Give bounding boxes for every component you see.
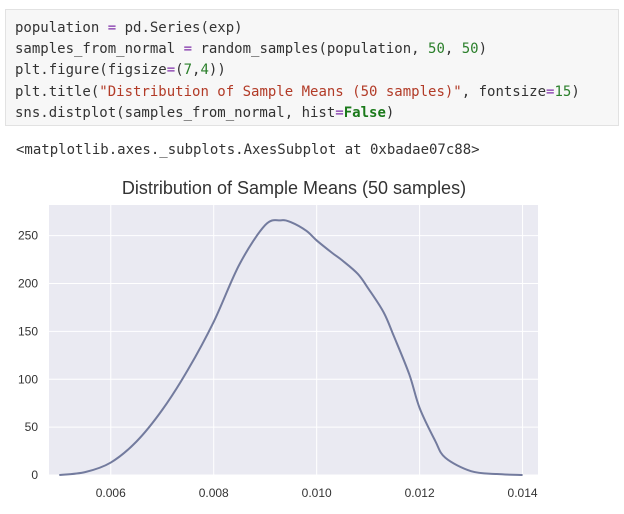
code-line: population = pd.Series(exp) <box>15 18 580 39</box>
y-tick-label: 50 <box>25 420 39 434</box>
code-line: samples_from_normal = random_samples(pop… <box>15 39 580 60</box>
gridlines <box>49 205 538 476</box>
cell-output: <matplotlib.axes._subplots.AxesSubplot a… <box>16 142 480 158</box>
code-token: = <box>546 83 555 100</box>
x-tick-label: 0.010 <box>302 486 332 500</box>
code-line: sns.distplot(samples_from_normal, hist=F… <box>15 103 580 124</box>
code-token: random_samples(population, <box>192 41 429 58</box>
code-token: )) <box>208 62 226 79</box>
code-token: , fontsize <box>461 83 547 100</box>
code-token: = <box>166 62 176 79</box>
code-token: sns.distplot(samples_from_normal, hist <box>15 104 336 121</box>
chart-title: Distribution of Sample Means (50 samples… <box>122 178 466 198</box>
distplot-chart: 0.006 0.008 0.010 0.012 0.014 0 50 100 150 200 250… <box>18 178 538 500</box>
code-token: 7 <box>183 62 193 79</box>
code-token: plt.figure(figsize <box>15 62 167 79</box>
y-tick-label: 100 <box>18 372 38 386</box>
code-token: ( <box>175 62 184 79</box>
code-token: = <box>335 104 344 121</box>
code-token: False <box>343 104 386 121</box>
y-tick-label: 0 <box>31 468 38 482</box>
code-cell[interactable]: population = pd.Series(exp) samples_from_… <box>5 9 619 126</box>
x-tick-label: 0.008 <box>199 486 229 500</box>
code-token: = <box>107 20 117 36</box>
code-line: plt.figure(figsize=(7,4)) <box>15 60 580 81</box>
x-tick-label: 0.014 <box>508 486 538 500</box>
code-token: ) <box>571 83 580 100</box>
code-token: pd.Series(exp) <box>116 20 243 36</box>
y-tick-label: 150 <box>18 324 38 338</box>
x-tick-label: 0.012 <box>405 486 435 500</box>
code-token: , <box>444 41 462 58</box>
code-token: , <box>192 62 201 79</box>
code-line: plt.title("Distribution of Sample Means … <box>15 82 580 103</box>
code-token: 4 <box>200 62 209 79</box>
code-token: 50 <box>428 41 445 58</box>
code-token: population <box>15 20 108 36</box>
y-tick-label: 250 <box>18 229 38 243</box>
code-token: ) <box>478 41 488 58</box>
x-tick-label: 0.006 <box>96 486 126 500</box>
code-token: = <box>183 41 193 58</box>
code-token: "Distribution of Sample Means (50 sample… <box>99 83 462 100</box>
code-token: 15 <box>554 83 572 100</box>
code-token: 50 <box>461 41 479 58</box>
code-token: plt.title( <box>15 83 100 100</box>
kde-line <box>59 219 523 476</box>
code-editor[interactable]: population = pd.Series(exp) samples_from_… <box>15 18 580 124</box>
code-token: ) <box>385 104 395 121</box>
code-token: samples_from_normal <box>15 41 184 58</box>
y-tick-label: 200 <box>18 277 38 291</box>
plot-area <box>49 205 538 475</box>
tick-labels: 0.006 0.008 0.010 0.012 0.014 0 50 100 150 200 250 <box>18 229 538 500</box>
chart: 0.006 0.008 0.010 0.012 0.014 0 50 100 150 200 250… <box>0 170 624 509</box>
